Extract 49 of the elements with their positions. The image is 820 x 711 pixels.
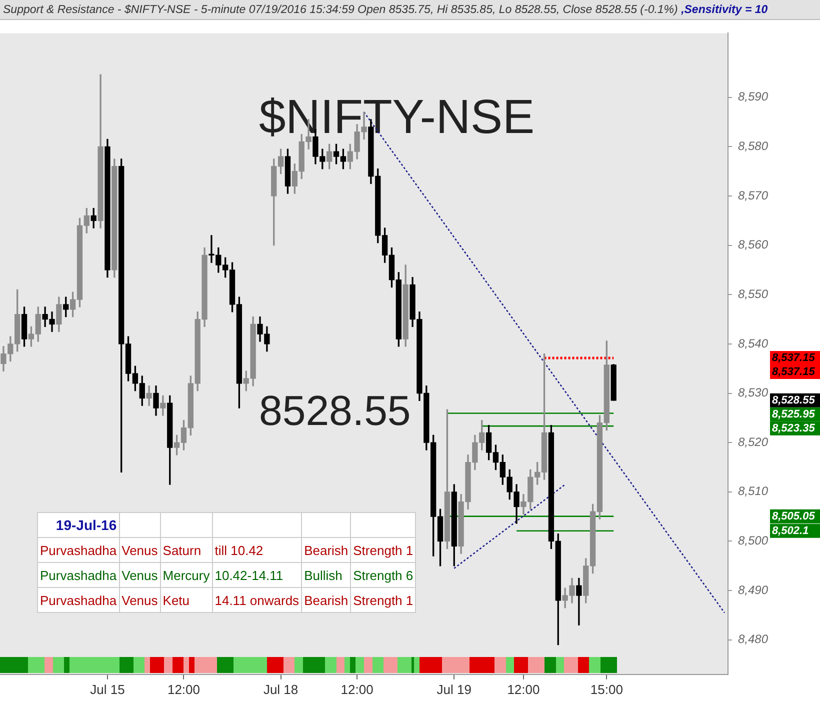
x-tick-label: 15:00 [590, 682, 623, 697]
y-tick-label: 8,580 [738, 138, 768, 153]
x-tick-label: Jul 18 [263, 682, 298, 697]
annotation: Purvashadha [38, 538, 120, 562]
y-tick-label: 8,500 [738, 534, 768, 548]
y-tick-label: 8,540 [738, 336, 768, 350]
annotation: Bullish [302, 562, 351, 588]
annotation: Saturn [160, 538, 212, 562]
y-tick-label: 8,510 [738, 484, 768, 498]
text: 8,525.95 [772, 408, 816, 420]
y-tick-label: 8,490 [738, 582, 768, 597]
y-tick-label: 8,530 [738, 386, 768, 400]
x-tick-label: Jul 19 [436, 682, 472, 697]
text: 8,537.15 [772, 352, 816, 364]
chart-title: Support & Resistance - $NIFTY-NSE - 5-minute 07/19/2016 15:34:59 Open 8535.75, Hi 8535.85, Lo 8528.55, Close 8528.55 (-0.1%) [3, 4, 678, 16]
y-tick-label: 8,560 [738, 238, 768, 252]
chart-subtitle: ,Sensitivity = 10 [680, 4, 768, 16]
y-tick-label: 8,520 [738, 434, 768, 449]
annotation: Bearish [302, 588, 351, 612]
legend-label: 8,502.1 [772, 524, 809, 537]
y-tick-label: 8,590 [738, 90, 768, 104]
annotation: Strength 1 [350, 538, 416, 562]
text: 8,528.55 [772, 394, 816, 406]
text: 8,505.05 [772, 510, 816, 522]
annotation: 10.42-14.11 [212, 562, 302, 588]
annotation: Purvashadha [38, 562, 120, 588]
x-tick-label: 12:00 [507, 682, 540, 697]
annotation: Mercury [160, 562, 212, 588]
annotation: Ketu [160, 588, 212, 612]
annotation: Venus [119, 562, 160, 588]
annotation: Strength 1 [350, 588, 416, 612]
annotation: Purvashadha [38, 588, 120, 612]
legend-label: 8,537.15 [772, 366, 816, 378]
x-tick-label: Jul 15 [90, 682, 125, 697]
x-tick-label: 12:00 [340, 682, 374, 697]
annotation: 19-Jul-16 [38, 512, 120, 538]
annotation: Venus [119, 538, 160, 562]
x-tick-label: 12:00 [167, 682, 200, 697]
annotation: Venus [119, 588, 160, 612]
legend-label: 8,523.35 [772, 422, 816, 434]
annotation: $NIFTY-NSE [258, 91, 535, 144]
y-tick-label: 8,480 [738, 632, 768, 646]
y-tick-label: 8,550 [738, 286, 768, 301]
annotation: till 10.42 [212, 538, 302, 562]
annotation: Bearish [302, 538, 351, 562]
annotation: 8528.55 [258, 387, 411, 434]
annotation: 14.11 onwards [212, 588, 302, 612]
y-tick-label: 8,570 [738, 188, 768, 202]
annotation: Strength 6 [350, 562, 416, 588]
